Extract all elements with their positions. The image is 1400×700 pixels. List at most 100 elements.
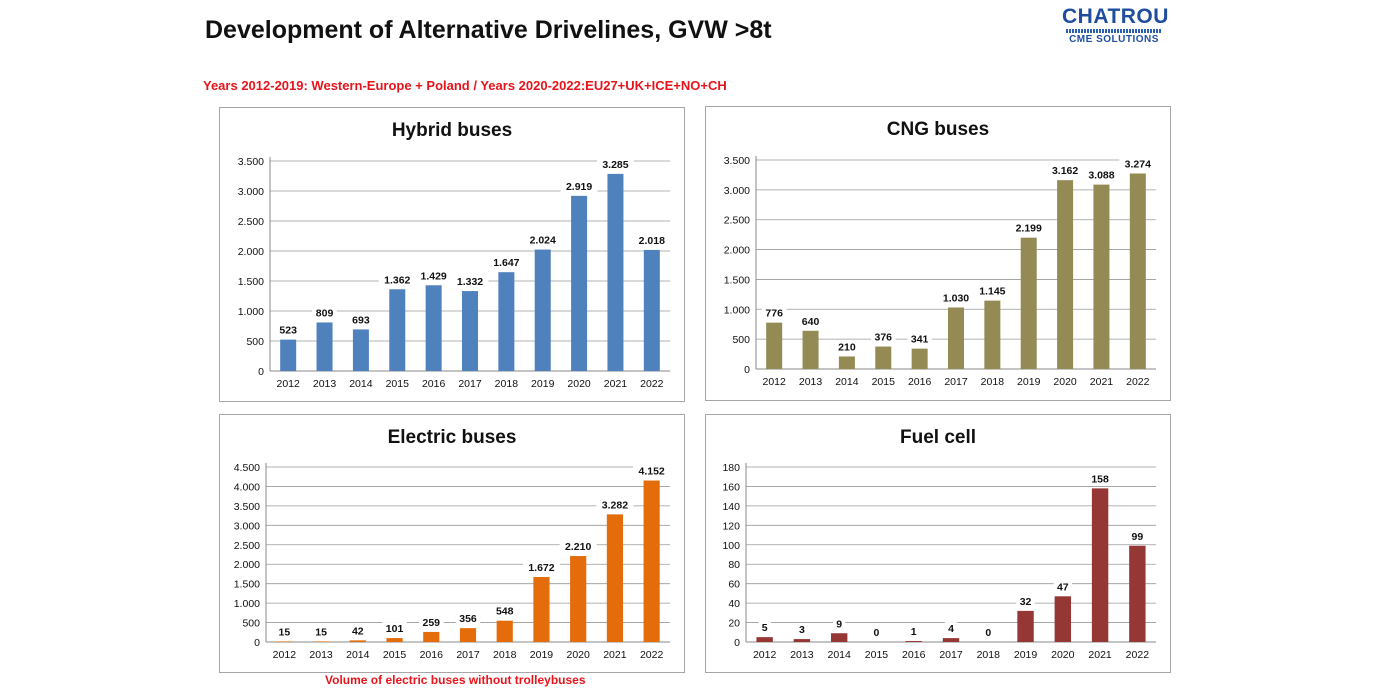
data-label-background: [870, 330, 896, 344]
data-label-background: [559, 540, 597, 554]
data-label: 42: [352, 625, 364, 637]
x-tick-label: 2021: [604, 378, 628, 390]
chart-title: Hybrid buses: [391, 120, 513, 141]
data-label: 809: [316, 307, 334, 319]
data-label: 376: [875, 332, 893, 344]
x-tick-label: 2020: [1053, 376, 1077, 388]
data-label: 0: [985, 627, 991, 639]
y-tick-label: 0: [258, 366, 264, 378]
data-label-background: [907, 625, 920, 639]
data-label: 5: [762, 622, 768, 634]
data-label-background: [311, 625, 331, 639]
y-tick-label: 2.500: [724, 215, 750, 227]
data-label-background: [378, 273, 416, 287]
data-label: 693: [352, 314, 370, 326]
data-label-background: [1046, 164, 1084, 178]
data-label: 4.152: [638, 466, 664, 478]
y-tick-label: 3.000: [238, 186, 264, 198]
x-tick-label: 2020: [567, 649, 591, 661]
y-tick-label: 0: [254, 637, 260, 649]
y-tick-label: 80: [728, 559, 740, 571]
bar: [911, 348, 928, 369]
data-label-background: [1087, 472, 1113, 486]
bar: [1054, 596, 1072, 642]
data-label: 3.162: [1052, 165, 1078, 177]
data-label-background: [937, 291, 975, 305]
data-label-background: [275, 625, 294, 639]
bar: [533, 576, 550, 642]
data-label-background: [455, 612, 481, 626]
data-label: 158: [1091, 473, 1109, 485]
bar: [534, 249, 551, 371]
data-label-background: [492, 604, 518, 618]
y-tick-label: 1.000: [724, 304, 750, 316]
bar: [349, 640, 366, 642]
x-tick-label: 2013: [790, 649, 814, 661]
y-tick-label: 2.500: [238, 216, 264, 228]
data-label-background: [348, 624, 368, 638]
y-tick-label: 1.000: [234, 598, 260, 610]
y-tick-label: 1.500: [724, 274, 750, 286]
cng-buses-chart: CNG buses 0 500 1.000 1.500 2.000 2.500 3.000 3…: [705, 106, 1171, 401]
data-label: 3.285: [602, 159, 628, 171]
data-label: 3: [799, 624, 805, 636]
y-tick-label: 120: [722, 520, 740, 532]
bar: [756, 637, 773, 642]
data-label: 1.362: [384, 274, 410, 286]
data-label: 548: [496, 606, 514, 618]
data-label-background: [560, 179, 598, 193]
data-label-background: [1053, 580, 1073, 594]
electric-buses-chart: Electric buses 0 500 1.000 1.500 2.000 2.500 3…: [219, 414, 685, 673]
chart-title: CNG buses: [886, 119, 990, 140]
y-tick-label: 4.000: [234, 481, 260, 493]
bar: [838, 356, 855, 369]
x-tick-label: 2012: [763, 376, 787, 388]
data-label-background: [1082, 168, 1120, 182]
y-tick-label: 2.000: [238, 246, 264, 258]
data-label: 15: [279, 626, 291, 638]
x-tick-label: 2012: [277, 378, 301, 390]
x-tick-label: 2015: [872, 376, 896, 388]
bar: [1129, 545, 1146, 642]
data-label: 15: [315, 626, 327, 638]
chart-title: Fuel cell: [899, 427, 977, 448]
y-tick-label: 2.000: [234, 559, 260, 571]
fuel-cell-chart: Fuel cell 0 20 40 60 80 100 120 140 160 180 2012 5 2…: [705, 414, 1171, 673]
x-tick-label: 2022: [640, 649, 664, 661]
y-tick-label: 4.500: [234, 462, 260, 474]
data-label-background: [973, 284, 1011, 298]
data-label: 2.199: [1016, 223, 1042, 235]
bar: [386, 638, 403, 642]
y-tick-label: 60: [728, 579, 740, 591]
data-label: 776: [765, 308, 783, 320]
data-label: 1.030: [943, 292, 969, 304]
x-tick-label: 2017: [456, 649, 480, 661]
region-subtitle: Years 2012-2019: Western-Europe + Poland…: [203, 78, 727, 93]
data-label: 2.919: [566, 181, 592, 193]
data-label-background: [833, 617, 846, 631]
data-label: 523: [279, 325, 297, 337]
x-tick-label: 2019: [1014, 649, 1038, 661]
cng-buses-plot: 0 500 1.000 1.500 2.000 2.500 3.000 3.500 2012 77…: [724, 155, 1157, 388]
x-tick-label: 2012: [753, 649, 777, 661]
bar: [1129, 173, 1146, 369]
y-tick-label: 160: [722, 481, 740, 493]
data-label: 1: [911, 626, 917, 638]
bar: [498, 272, 515, 371]
logo-name: CHATROU: [1062, 5, 1169, 28]
y-tick-label: 180: [722, 462, 740, 474]
bar: [496, 620, 513, 642]
x-tick-label: 2015: [383, 649, 407, 661]
data-label: 32: [1020, 596, 1032, 608]
logo-stripe: [1066, 29, 1162, 33]
y-tick-label: 500: [242, 618, 260, 630]
data-label-background: [451, 275, 489, 289]
y-tick-label: 20: [728, 618, 740, 630]
data-label: 4: [948, 623, 954, 635]
x-tick-label: 2013: [799, 376, 823, 388]
data-label-background: [348, 313, 374, 327]
data-label: 99: [1132, 531, 1144, 543]
data-label: 2.018: [639, 235, 665, 247]
chatrou-logo: CHATROU CME SOLUTIONS: [1062, 5, 1169, 46]
data-label-background: [758, 621, 771, 635]
